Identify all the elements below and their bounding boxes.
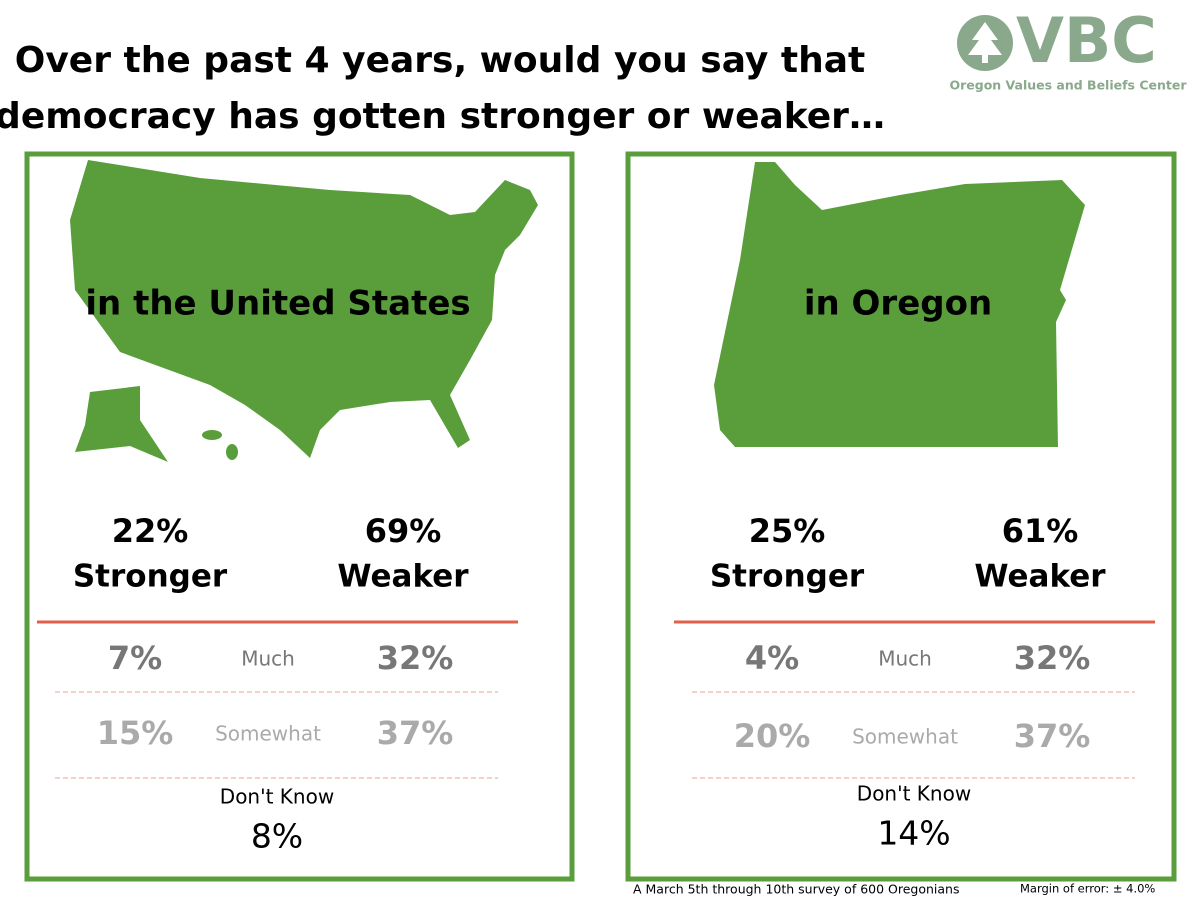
weaker-detail: 32% — [1014, 639, 1091, 677]
dont-know-label: Don't Know — [220, 785, 334, 809]
map-label: in the United States — [85, 284, 470, 324]
hawaii — [226, 444, 238, 460]
oregon-map — [714, 162, 1085, 447]
title-line: democracy has gotten stronger or weaker… — [0, 96, 885, 137]
logo-mark: VBC — [1016, 4, 1157, 77]
logo-trunk — [982, 55, 988, 63]
footer-margin: Margin of error: ± 4.0% — [1020, 882, 1155, 896]
row-label: Much — [878, 647, 932, 671]
row-label: Much — [241, 647, 295, 671]
stronger-detail: 7% — [108, 639, 162, 677]
weaker-label: Weaker — [974, 559, 1106, 595]
logo-name: Oregon Values and Beliefs Center — [949, 78, 1187, 93]
panel-frame — [24, 151, 575, 882]
logo: VBC Oregon Values and Beliefs Center — [949, 4, 1187, 92]
weaker-detail: 37% — [377, 714, 454, 752]
title-line: Over the past 4 years, would you say tha… — [15, 40, 866, 81]
stronger-detail: 20% — [734, 717, 811, 755]
footer-survey: A March 5th through 10th survey of 600 O… — [633, 882, 960, 897]
weaker-total: 69% — [365, 512, 442, 550]
dont-know-value: 14% — [877, 814, 950, 853]
logo-tree — [968, 22, 1002, 55]
weaker-label: Weaker — [337, 559, 469, 595]
hawaii — [202, 430, 222, 440]
alaska — [75, 386, 168, 462]
us-map — [70, 160, 538, 462]
stronger-total: 25% — [749, 512, 826, 550]
panel-frame — [625, 151, 1177, 882]
row-label: Somewhat — [852, 725, 958, 749]
stronger-label: Stronger — [73, 559, 228, 595]
dont-know-label: Don't Know — [857, 782, 971, 806]
row-label: Somewhat — [215, 722, 321, 746]
stronger-total: 22% — [112, 512, 189, 550]
weaker-detail: 37% — [1014, 717, 1091, 755]
map-label: in Oregon — [804, 284, 992, 324]
stronger-label: Stronger — [710, 559, 865, 595]
weaker-total: 61% — [1002, 512, 1079, 550]
stronger-detail: 4% — [745, 639, 799, 677]
dont-know-value: 8% — [251, 817, 303, 856]
us-mainland — [70, 160, 538, 458]
weaker-detail: 32% — [377, 639, 454, 677]
stronger-detail: 15% — [97, 714, 174, 752]
